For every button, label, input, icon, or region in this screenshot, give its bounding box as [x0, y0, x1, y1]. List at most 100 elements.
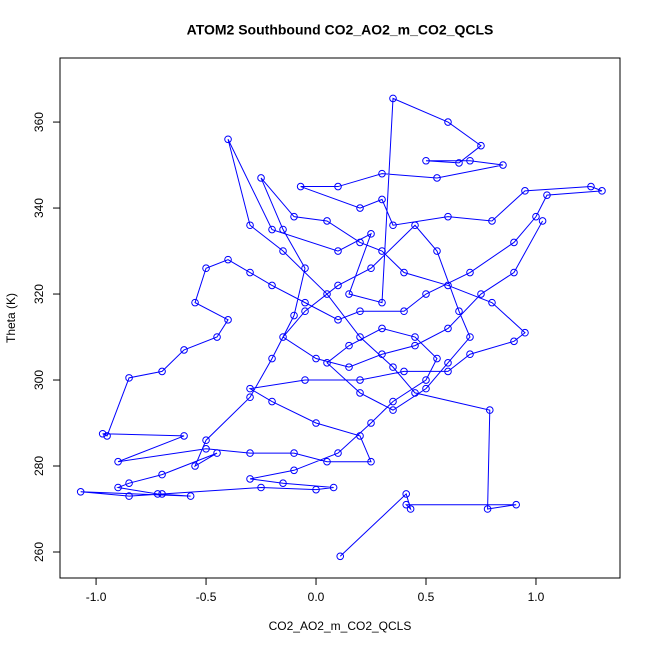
data-point	[389, 406, 397, 414]
data-point	[521, 187, 529, 195]
data-point	[323, 457, 331, 466]
data-point	[246, 475, 254, 483]
data-point	[422, 156, 430, 165]
data-point	[411, 333, 419, 341]
data-point	[356, 432, 364, 440]
data-point	[180, 432, 188, 440]
data-point	[406, 505, 415, 513]
data-point	[477, 141, 485, 150]
data-point	[367, 230, 375, 238]
data-point	[312, 354, 320, 363]
data-point	[389, 363, 397, 371]
data-point	[356, 307, 364, 316]
data-point	[433, 174, 441, 182]
data-point	[400, 268, 408, 277]
data-point	[356, 389, 364, 397]
data-point	[543, 191, 551, 199]
data-point	[512, 500, 520, 509]
data-point	[301, 307, 309, 316]
data-point	[323, 217, 331, 225]
data-point	[587, 182, 595, 191]
data-point	[329, 483, 338, 492]
data-point	[224, 135, 232, 144]
x-tick-label: -1.0	[86, 590, 107, 604]
data-point	[312, 485, 320, 494]
data-point	[158, 490, 166, 498]
data-point	[389, 397, 397, 406]
data-point	[422, 376, 430, 384]
data-point	[345, 290, 353, 298]
data-point	[466, 350, 474, 359]
data-point	[433, 354, 441, 363]
data-point	[279, 225, 287, 234]
data-point	[334, 247, 342, 255]
x-tick-label: 1.0	[528, 590, 545, 604]
x-tick-label: 0.0	[308, 590, 325, 604]
data-point	[323, 359, 331, 367]
data-point	[257, 174, 265, 182]
data-point	[268, 354, 276, 363]
data-point	[345, 341, 353, 350]
data-point	[466, 333, 474, 341]
data-point	[257, 483, 265, 492]
y-tick-label: 280	[32, 456, 46, 476]
data-point	[103, 432, 111, 440]
data-point	[98, 429, 107, 438]
data-point	[402, 500, 411, 509]
data-point	[246, 221, 254, 230]
data-point	[455, 307, 463, 316]
data-point	[279, 247, 287, 255]
data-point	[466, 268, 474, 277]
data-point	[356, 376, 364, 384]
data-point	[444, 118, 452, 126]
y-tick-label: 340	[32, 198, 46, 218]
data-point	[202, 445, 210, 453]
data-point	[378, 169, 386, 178]
data-point	[224, 316, 232, 324]
data-point	[378, 195, 386, 204]
data-point	[510, 268, 518, 277]
data-point	[301, 264, 309, 273]
data-point	[356, 238, 364, 247]
data-point	[455, 159, 463, 167]
data-point	[191, 298, 199, 307]
data-point	[186, 492, 195, 500]
data-point	[598, 187, 606, 195]
data-point	[356, 333, 364, 341]
data-point	[202, 264, 210, 273]
data-point	[367, 419, 375, 427]
data-point	[510, 238, 518, 247]
data-point	[125, 479, 133, 488]
data-point	[268, 225, 276, 234]
y-tick-label: 320	[32, 284, 46, 304]
y-tick-label: 360	[32, 112, 46, 132]
y-axis-label: Theta (K)	[4, 293, 18, 343]
data-point	[356, 204, 364, 212]
data-point	[477, 290, 485, 298]
data-point	[268, 281, 276, 290]
data-point	[422, 290, 430, 298]
data-point	[389, 221, 397, 230]
data-point	[76, 487, 85, 496]
data-point	[224, 255, 232, 264]
data-point	[367, 264, 375, 273]
data-point	[483, 505, 492, 513]
data-point	[538, 217, 547, 225]
data-point	[290, 212, 298, 221]
data-point	[246, 268, 254, 277]
data-line	[80, 97, 603, 557]
y-tick-label: 260	[32, 542, 46, 562]
data-point	[499, 161, 507, 169]
data-point	[378, 298, 386, 307]
x-axis-label: CO2_AO2_m_CO2_QCLS	[269, 619, 412, 633]
data-point	[444, 324, 452, 333]
data-point	[125, 492, 133, 500]
data-point	[114, 483, 122, 492]
data-point	[444, 359, 452, 367]
data-point	[268, 397, 276, 406]
data-point	[323, 290, 331, 298]
data-point	[301, 376, 309, 384]
data-point	[279, 479, 287, 488]
data-point	[433, 247, 441, 255]
